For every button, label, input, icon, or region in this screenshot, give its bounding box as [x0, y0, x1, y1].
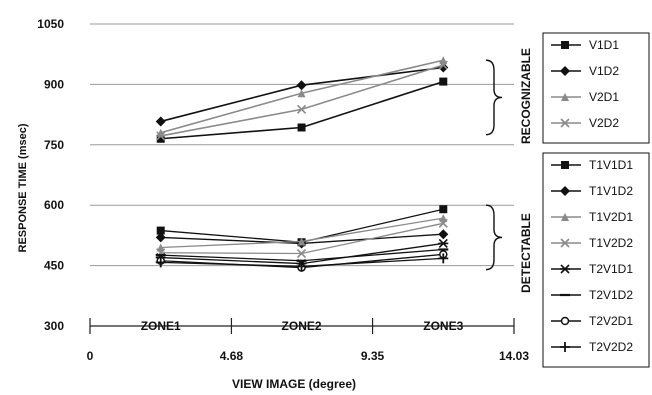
data-point	[439, 214, 448, 223]
legend-marker	[560, 264, 570, 274]
data-point	[438, 253, 449, 264]
data-point	[296, 104, 307, 114]
x-axis-title: VIEW IMAGE (degree)	[232, 377, 356, 391]
legend-marker	[561, 161, 569, 169]
legend-label: T2V1D2	[589, 288, 633, 302]
x-axis: ZONE1 ZONE2 ZONE3 0 4.68 9.35 14.03	[87, 318, 529, 363]
legend-label: V1D1	[589, 38, 619, 52]
data-point	[438, 62, 449, 73]
y-axis-title: RESPONSE TIME (msec)	[17, 123, 29, 252]
data-point	[155, 257, 166, 268]
data-point	[296, 261, 307, 272]
group-brace	[485, 204, 503, 271]
data-point	[296, 248, 307, 259]
legend-label: T2V2D2	[589, 340, 633, 354]
data-point	[438, 60, 448, 70]
group-label-detectable: DETECTABLE	[519, 213, 533, 293]
legend-recognizable	[542, 32, 650, 144]
zone-label: ZONE1	[141, 319, 181, 333]
data-point	[297, 89, 306, 98]
data-point	[297, 123, 306, 132]
y-tick-label: 450	[44, 259, 64, 273]
data-point	[156, 226, 165, 235]
x-tick-label: 4.68	[220, 349, 244, 363]
series-V1D1	[156, 77, 448, 143]
series-lines	[155, 56, 449, 272]
series-T2V1D2	[155, 248, 449, 262]
data-point	[296, 80, 307, 91]
y-tick-label: 300	[44, 319, 64, 333]
legend-label: V2D2	[589, 116, 619, 130]
legend-marker	[560, 316, 570, 326]
data-point	[439, 77, 448, 86]
legend-label: T1V2D1	[589, 210, 633, 224]
data-point	[438, 238, 449, 249]
x-tick-label: 14.03	[499, 349, 529, 363]
legend-marker	[561, 93, 569, 101]
series-V1D2	[155, 62, 449, 127]
legend-marker	[560, 186, 570, 196]
legend-label: T1V1D1	[589, 158, 633, 172]
grid	[90, 23, 514, 267]
legend-detectable	[542, 152, 650, 368]
y-tick-label: 900	[44, 77, 64, 91]
legend-marker	[561, 41, 569, 49]
legend-marker	[560, 238, 570, 248]
series-T2V2D2	[155, 253, 449, 272]
x-tick-label: 9.35	[361, 349, 385, 363]
data-point	[155, 232, 166, 243]
y-tick-label: 750	[44, 138, 64, 152]
zone-label: ZONE2	[282, 319, 322, 333]
legend-label: T1V1D2	[589, 184, 633, 198]
data-point	[297, 237, 306, 246]
legend-marker	[560, 118, 570, 128]
data-point	[156, 243, 165, 252]
series-V2D2	[156, 60, 448, 141]
data-point	[156, 134, 165, 143]
legend-label: V2D1	[589, 90, 619, 104]
data-point	[156, 131, 166, 141]
series-T1V2D1	[156, 214, 448, 252]
legend-label: T2V1D1	[589, 262, 633, 276]
zone-label: ZONE3	[423, 319, 463, 333]
x-tick-label: 0	[87, 349, 94, 363]
y-tick-label: 1050	[37, 17, 64, 31]
group-brace	[485, 59, 503, 136]
group-braces	[485, 59, 503, 271]
data-point	[438, 229, 449, 240]
legend-marker	[560, 66, 570, 76]
legend-label: V1D2	[589, 64, 619, 78]
data-point	[155, 116, 166, 127]
y-tick-label: 600	[44, 198, 64, 212]
series-T1V2D2	[156, 218, 448, 259]
y-axis: 300 450 600 750 900 1050	[37, 17, 64, 333]
data-point	[439, 205, 448, 214]
legend-marker	[560, 342, 570, 352]
legend-label: T1V2D2	[589, 236, 633, 250]
legend-marker	[561, 213, 569, 221]
legend-label: T2V2D1	[589, 314, 633, 328]
data-point	[438, 218, 448, 228]
group-label-recognizable: RECOGNIZABLE	[519, 48, 533, 144]
legend: V1D1 V1D2 V2D1 V2D2 T1V1D1 T1V1D2 T1V2D1 T1V2D2…	[542, 32, 650, 368]
